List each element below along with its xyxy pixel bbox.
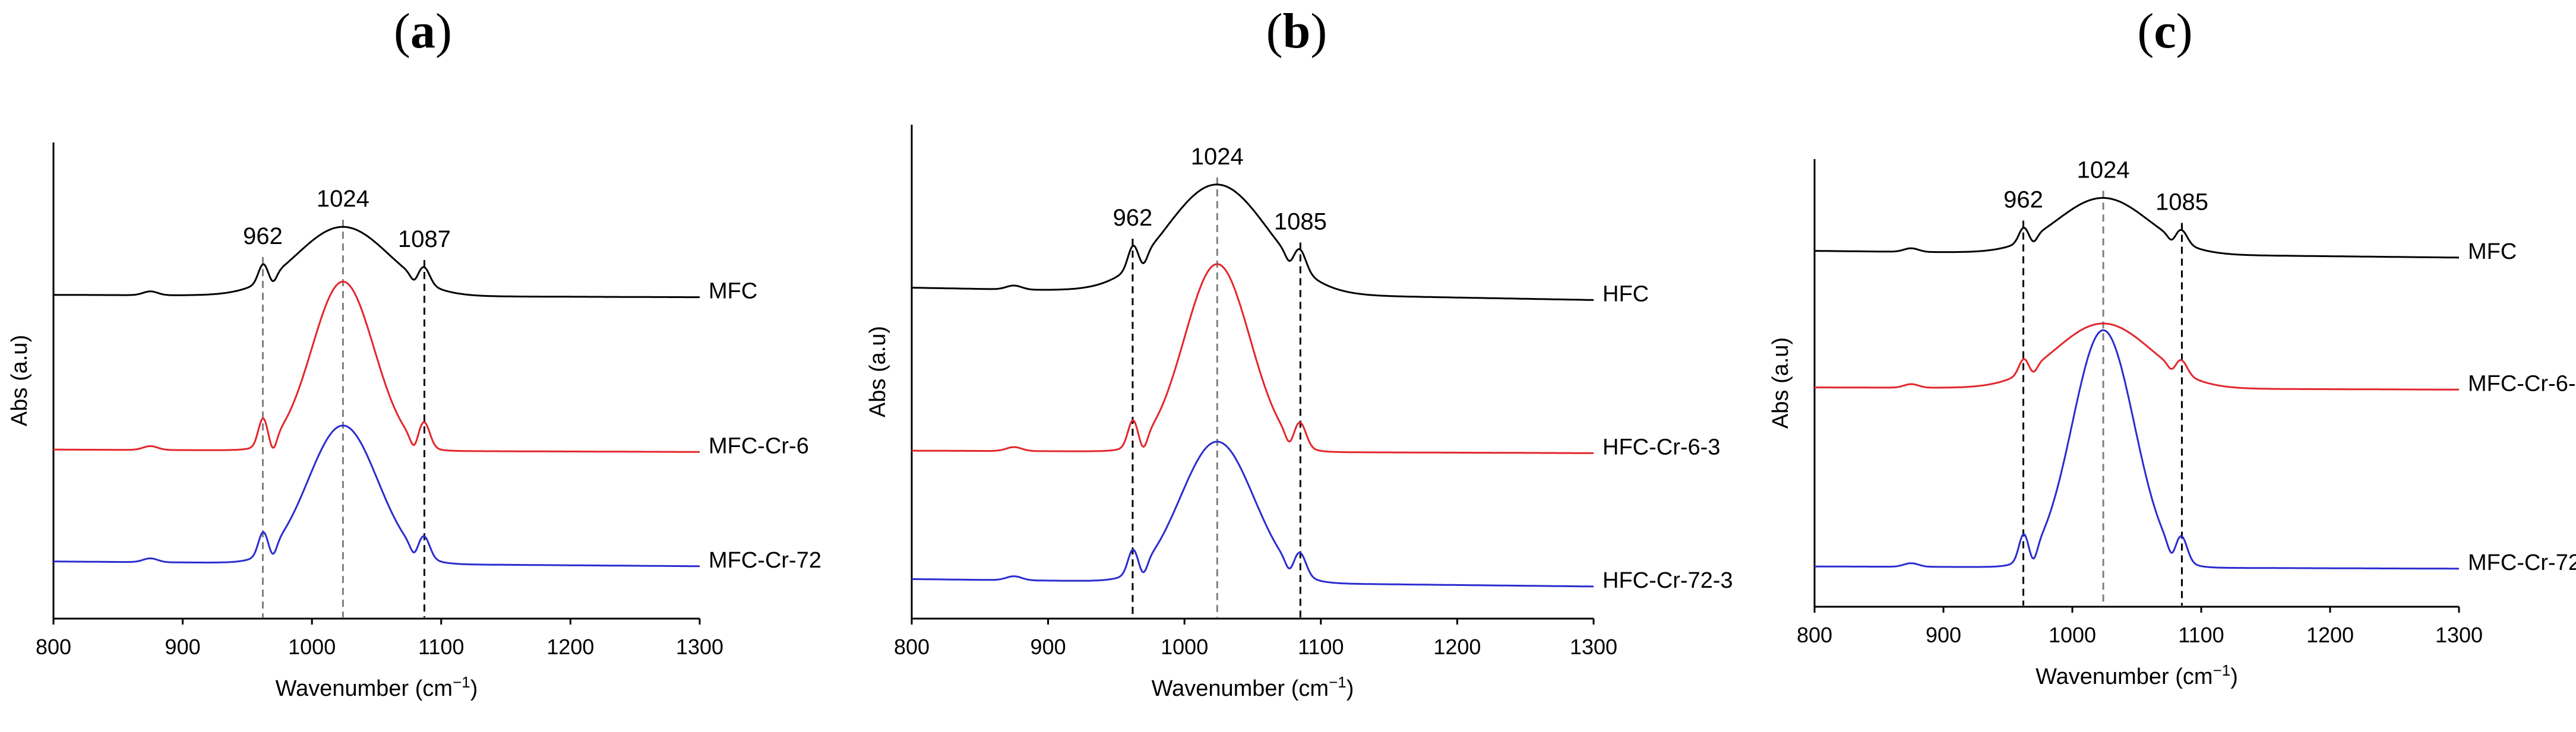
trace-label-hfc-cr-6-3: HFC-Cr-6-3 [1603,435,1720,460]
x-axis-label: Wavenumber (cm−1) [1152,673,1354,701]
trace-label-hfc: HFC [1603,281,1649,306]
peak-label-1087: 1087 [398,226,451,252]
trace-label-hfc-cr-72-3: HFC-Cr-72-3 [1603,568,1733,593]
x-tick-label-900: 900 [165,635,201,659]
trace-label-mfc-cr-72: MFC-Cr-72 [709,548,821,573]
panel-c: (c) 800 900 1000 1100 1200 1300 Wavenumber (cm−… [1768,4,2576,689]
panel-title-c: (c) [2137,4,2192,59]
trace-label-mfc-cr-72-11: MFC-Cr-72-11 [2468,550,2576,575]
peak-label-962: 962 [243,223,283,249]
trace-mfc [53,226,700,299]
y-axis-label: Abs (a.u) [1768,337,1793,429]
x-tick-label-1100: 1100 [418,635,464,659]
x-tick-label-900: 900 [1926,623,1961,647]
x-tick-label-900: 900 [1031,635,1066,659]
trace-mfc-cr-6-11 [1815,322,2459,391]
peak-label-1024: 1024 [2077,157,2130,183]
x-tick-label-1000: 1000 [1161,635,1208,659]
trace-mfc [1815,197,2459,259]
title-letter: c [2154,4,2176,59]
peak-label-962: 962 [2003,187,2043,213]
trace-label-mfc-cr-6: MFC-Cr-6 [709,433,809,458]
trace-label-mfc-cr-6-11: MFC-Cr-6-11 [2468,371,2576,396]
title-open-paren: ( [394,4,410,59]
y-axis-label: Abs (a.u) [7,335,32,426]
title-open-paren: ( [1266,4,1283,59]
x-tick-label-1200: 1200 [546,635,594,659]
trace-mfc-cr-6 [53,280,700,453]
panel-title-b: (b) [1266,4,1327,59]
x-tick-label-800: 800 [1797,623,1832,647]
panel-b: (b) 800 900 1000 1100 1200 1300 Wavenumber (cm−… [865,4,1733,701]
x-tick-label-1300: 1300 [2435,623,2483,647]
y-axis-label: Abs (a.u) [865,326,890,417]
title-letter: b [1283,4,1311,59]
x-tick-label-800: 800 [36,635,71,659]
trace-hfc-cr-6-3 [912,263,1594,454]
title-close-paren: ) [1310,4,1327,59]
peak-label-1085: 1085 [1274,208,1327,235]
x-axis-label: Wavenumber (cm−1) [276,673,478,701]
x-tick-label-1200: 1200 [2306,623,2354,647]
panel-title-a: (a) [394,4,452,59]
title-close-paren: ) [435,4,452,59]
title-close-paren: ) [2176,4,2193,59]
x-tick-label-800: 800 [894,635,930,659]
x-tick-label-1100: 1100 [1298,635,1344,659]
peak-label-962: 962 [1113,205,1153,231]
x-tick-label-1300: 1300 [1570,635,1617,659]
peak-label-1024: 1024 [1191,144,1244,170]
x-tick-label-1000: 1000 [2049,623,2096,647]
trace-mfc-cr-72-11 [1815,329,2459,570]
x-tick-label-1100: 1100 [2178,623,2224,647]
trace-hfc-cr-72-3 [911,441,1594,588]
x-tick-label-1200: 1200 [1433,635,1481,659]
x-tick-label-1000: 1000 [288,635,336,659]
title-letter: a [410,4,435,59]
peak-label-1085: 1085 [2155,189,2208,216]
trace-label-mfc: MFC [2468,239,2517,264]
trace-hfc [912,183,1594,301]
x-axis-label: Wavenumber (cm−1) [2035,661,2238,689]
peak-label-1024: 1024 [317,186,369,212]
panel-a: (a) 800 900 1000 1100 1200 1300 Wavenumber (cm−… [7,4,821,701]
trace-mfc-cr-72 [53,424,700,568]
trace-label-mfc: MFC [709,279,757,304]
title-open-paren: ( [2137,4,2154,59]
x-tick-label-1300: 1300 [676,635,723,659]
